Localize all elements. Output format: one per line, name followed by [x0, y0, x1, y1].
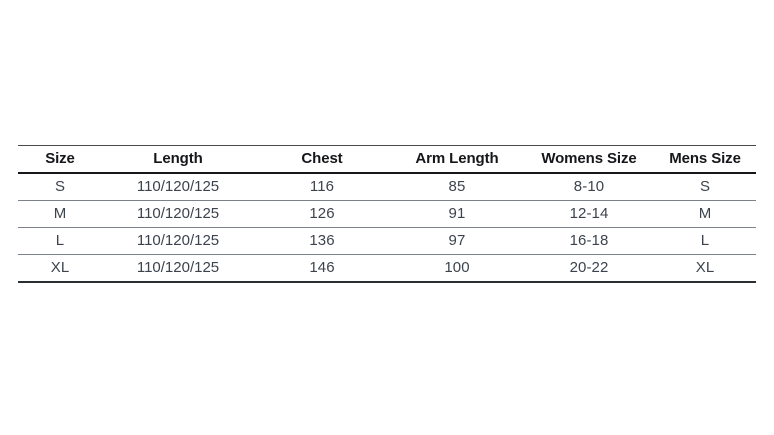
column-header-arm-length: Arm Length — [390, 145, 524, 174]
cell-length: 110/120/125 — [102, 200, 254, 228]
cell-length: 110/120/125 — [102, 173, 254, 201]
column-header-size: Size — [18, 145, 102, 174]
cell-mens-size: S — [654, 173, 756, 201]
column-header-womens-size: Womens Size — [524, 145, 654, 174]
size-chart-body: S 110/120/125 116 85 8-10 S M 110/120/12… — [18, 173, 756, 283]
cell-chest: 116 — [254, 173, 390, 201]
cell-mens-size: L — [654, 227, 756, 255]
table-row: M 110/120/125 126 91 12-14 M — [18, 200, 756, 228]
column-header-mens-size: Mens Size — [654, 145, 756, 174]
cell-chest: 146 — [254, 254, 390, 283]
column-header-length: Length — [102, 145, 254, 174]
cell-mens-size: XL — [654, 254, 756, 283]
table-row: L 110/120/125 136 97 16-18 L — [18, 227, 756, 255]
cell-arm-length: 85 — [390, 173, 524, 201]
cell-womens-size: 16-18 — [524, 227, 654, 255]
table-header-row: Size Length Chest Arm Length Womens Size… — [18, 145, 756, 174]
cell-size: L — [18, 227, 102, 255]
cell-mens-size: M — [654, 200, 756, 228]
cell-arm-length: 91 — [390, 200, 524, 228]
table-row: S 110/120/125 116 85 8-10 S — [18, 173, 756, 201]
cell-length: 110/120/125 — [102, 227, 254, 255]
cell-length: 110/120/125 — [102, 254, 254, 283]
column-header-chest: Chest — [254, 145, 390, 174]
cell-chest: 126 — [254, 200, 390, 228]
cell-chest: 136 — [254, 227, 390, 255]
cell-womens-size: 12-14 — [524, 200, 654, 228]
cell-size: XL — [18, 254, 102, 283]
table-row: XL 110/120/125 146 100 20-22 XL — [18, 254, 756, 283]
cell-size: M — [18, 200, 102, 228]
cell-size: S — [18, 173, 102, 201]
cell-arm-length: 100 — [390, 254, 524, 283]
cell-womens-size: 20-22 — [524, 254, 654, 283]
size-chart-container: Size Length Chest Arm Length Womens Size… — [18, 145, 756, 283]
cell-womens-size: 8-10 — [524, 173, 654, 201]
size-chart-table: Size Length Chest Arm Length Womens Size… — [18, 145, 756, 283]
cell-arm-length: 97 — [390, 227, 524, 255]
size-chart-header: Size Length Chest Arm Length Womens Size… — [18, 145, 756, 174]
